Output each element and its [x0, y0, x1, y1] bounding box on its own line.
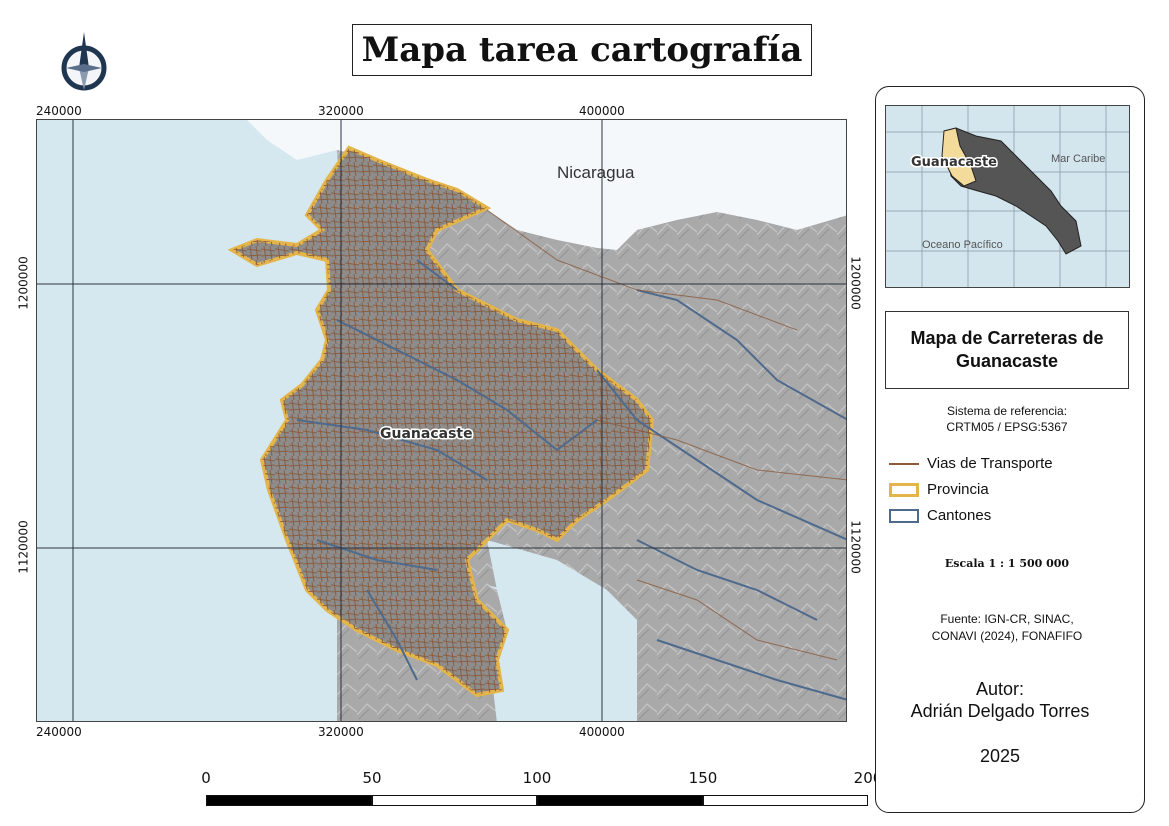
grid-label-bottom-400000: 400000	[579, 725, 625, 739]
inset-label-pacific: Oceano Pacífico	[922, 239, 1003, 251]
author-label: Autor:	[975, 679, 1025, 699]
scale-tick-50: 50	[362, 769, 382, 787]
grid-label-left-1120000: 1120000	[16, 520, 31, 574]
legend-item-cantons: Cantones	[889, 507, 991, 524]
gulf-of-nicoya	[487, 540, 637, 721]
scale-tick-0: 0	[201, 769, 211, 787]
scale-bar-seg-4	[703, 795, 868, 806]
inset-guanacaste	[941, 127, 977, 187]
legend-label-cantons: Cantones	[927, 507, 992, 524]
grid-label-left-1200000: 1200000	[16, 256, 31, 310]
scale-bar-seg-2	[372, 795, 537, 806]
roads-symbol-icon	[889, 462, 919, 465]
grid-label-right-1200000: 1200000	[848, 256, 863, 310]
year: 2025	[979, 746, 1021, 766]
crs-value: CRTM05 / EPSG:5367	[946, 420, 1068, 434]
inset-label-guanacaste: Guanacaste	[911, 155, 997, 170]
grid-label-right-1120000: 1120000	[848, 520, 863, 574]
legend-title: Mapa de Carreteras de Guanacaste	[885, 311, 1129, 389]
legend-item-roads: Vias de Transporte	[889, 455, 1053, 472]
main-map[interactable]: Nicaragua Guanacaste	[36, 119, 847, 722]
source-line-1: Fuente: IGN-CR, SINAC,	[940, 612, 1074, 626]
inset-costa-rica	[943, 127, 1082, 255]
grid-label-bottom-320000: 320000	[318, 725, 364, 739]
map-title: Mapa tarea cartografía	[352, 24, 812, 76]
roads-outside	[486, 209, 846, 661]
grid-label-top-320000: 320000	[318, 104, 364, 118]
grid-label-bottom-240000: 240000	[36, 725, 82, 739]
legend-item-province: Provincia	[889, 481, 989, 498]
label-nicaragua: Nicaragua	[557, 163, 635, 182]
nicaragua-area	[247, 120, 846, 250]
crs-label: Sistema de referencia:	[946, 404, 1068, 418]
inset-map[interactable]: Guanacaste Mar Caribe Oceano Pacífico	[885, 105, 1130, 288]
north-arrow-icon	[61, 32, 107, 91]
map-grid	[37, 120, 846, 721]
grid-label-top-400000: 400000	[579, 104, 625, 118]
inset-label-caribbean: Mar Caribe	[1051, 153, 1105, 165]
scale-tick-150: 150	[688, 769, 718, 787]
legend-label-province: Provincia	[927, 481, 989, 498]
canton-symbol-icon	[889, 508, 919, 523]
province-symbol-icon	[889, 482, 919, 497]
scale-bar-seg-3	[537, 795, 703, 806]
legend-label-roads: Vias de Transporte	[927, 455, 1053, 472]
scale-text: Escala 1 : 1 500 000	[944, 557, 1070, 570]
canton-boundaries	[296, 259, 846, 701]
author-name: Adrián Delgado Torres	[910, 701, 1090, 721]
scale-bar-seg-1	[206, 795, 372, 806]
source-line-2: CONAVI (2024), FONAFIFO	[931, 629, 1083, 643]
scale-tick-100: 100	[522, 769, 552, 787]
label-guanacaste: Guanacaste	[380, 426, 473, 442]
grid-label-top-240000: 240000	[36, 104, 82, 118]
